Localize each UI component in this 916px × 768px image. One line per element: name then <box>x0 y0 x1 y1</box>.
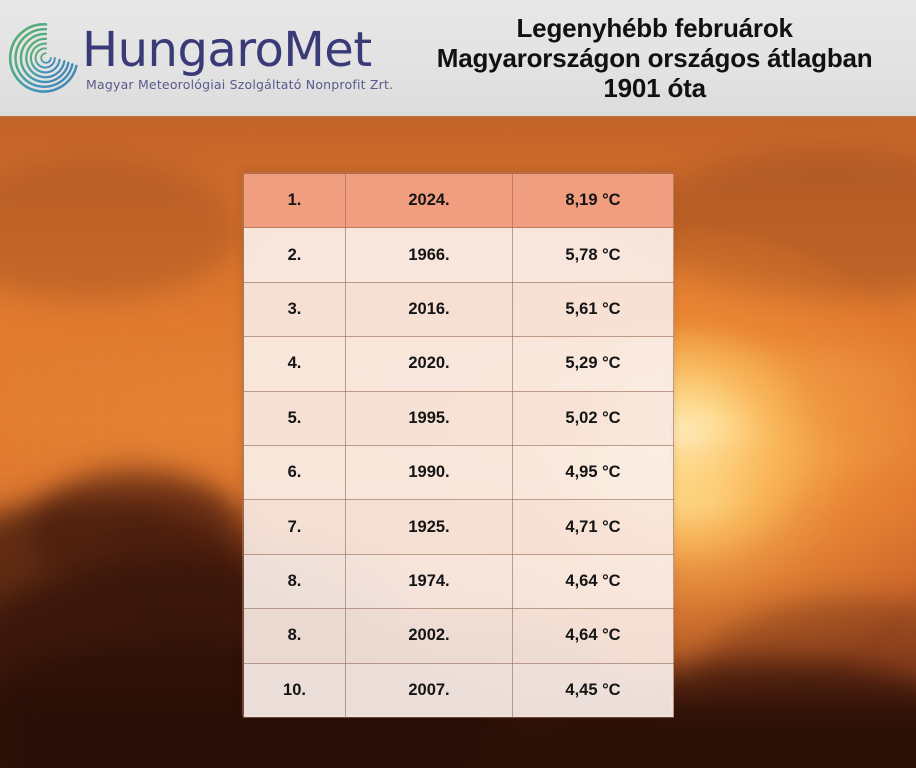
cloud-shape <box>0 160 240 300</box>
cell-value: 8,19 °C <box>512 172 674 229</box>
cell-year: 2002. <box>345 608 513 664</box>
ranking-table: 1. 2024. 8,19 °C 2. 1966. 5,78 °C 3. 2016. 5,61 … <box>243 172 674 718</box>
cell-rank: 1. <box>243 172 346 229</box>
cell-year: 2020. <box>345 336 513 392</box>
cell-year: 1925. <box>345 499 513 555</box>
table-row: 1. 2024. 8,19 °C <box>243 172 674 229</box>
brand-name: HungaroMet <box>82 22 372 78</box>
table-row: 3. 2016. 5,61 °C <box>243 281 674 338</box>
cell-year: 1990. <box>345 444 513 501</box>
cell-year: 2024. <box>345 172 513 229</box>
table-row: 10. 2007. 4,45 °C <box>243 662 674 718</box>
cell-rank: 10. <box>243 662 346 718</box>
cell-year: 1966. <box>345 227 513 283</box>
cell-rank: 4. <box>243 336 346 392</box>
page-title: Legenyhébb februárok Magyarországon orsz… <box>393 13 916 103</box>
cell-year: 1995. <box>345 390 513 446</box>
cell-value: 4,64 °C <box>512 553 674 610</box>
table-row: 8. 1974. 4,64 °C <box>243 553 674 610</box>
cell-value: 4,71 °C <box>512 499 674 555</box>
brand-text-block: HungaroMet Magyar Meteorológiai Szolgált… <box>82 24 393 92</box>
cell-rank: 8. <box>243 608 346 664</box>
cell-rank: 5. <box>243 390 346 446</box>
title-line-1: Legenyhébb februárok <box>516 12 793 43</box>
cell-year: 1974. <box>345 553 513 610</box>
cell-value: 5,02 °C <box>512 390 674 446</box>
cell-value: 4,45 °C <box>512 662 674 718</box>
cell-year: 2007. <box>345 662 513 718</box>
title-line-3: 1901 óta <box>603 73 706 104</box>
table-row: 6. 1990. 4,95 °C <box>243 444 674 501</box>
table-row: 4. 2020. 5,29 °C <box>243 336 674 392</box>
brand-subtitle: Magyar Meteorológiai Szolgáltató Nonprof… <box>86 77 394 92</box>
ranking-table-body: 1. 2024. 8,19 °C 2. 1966. 5,78 °C 3. 2016. 5,61 … <box>243 172 674 718</box>
cell-rank: 8. <box>243 553 346 610</box>
table-row: 2. 1966. 5,78 °C <box>243 227 674 283</box>
ranking-table-container: 1. 2024. 8,19 °C 2. 1966. 5,78 °C 3. 2016. 5,61 … <box>242 172 674 718</box>
cell-value: 5,78 °C <box>512 227 674 283</box>
cell-value: 5,61 °C <box>512 281 674 338</box>
cell-rank: 6. <box>243 444 346 501</box>
title-line-2: Magyarországon országos átlagban <box>436 42 873 73</box>
cell-rank: 2. <box>243 227 346 283</box>
spiral-circle-logo-icon <box>8 23 78 93</box>
cell-value: 4,95 °C <box>512 444 674 501</box>
table-row: 8. 2002. 4,64 °C <box>243 608 674 664</box>
cell-value: 4,64 °C <box>512 608 674 664</box>
cell-rank: 7. <box>243 499 346 555</box>
cell-value: 5,29 °C <box>512 336 674 392</box>
cell-rank: 3. <box>243 281 346 338</box>
table-row: 5. 1995. 5,02 °C <box>243 390 674 446</box>
table-row: 7. 1925. 4,71 °C <box>243 499 674 555</box>
brand-block: HungaroMet Magyar Meteorológiai Szolgált… <box>0 18 393 98</box>
cell-year: 2016. <box>345 281 513 338</box>
header-bar: HungaroMet Magyar Meteorológiai Szolgált… <box>0 0 916 118</box>
